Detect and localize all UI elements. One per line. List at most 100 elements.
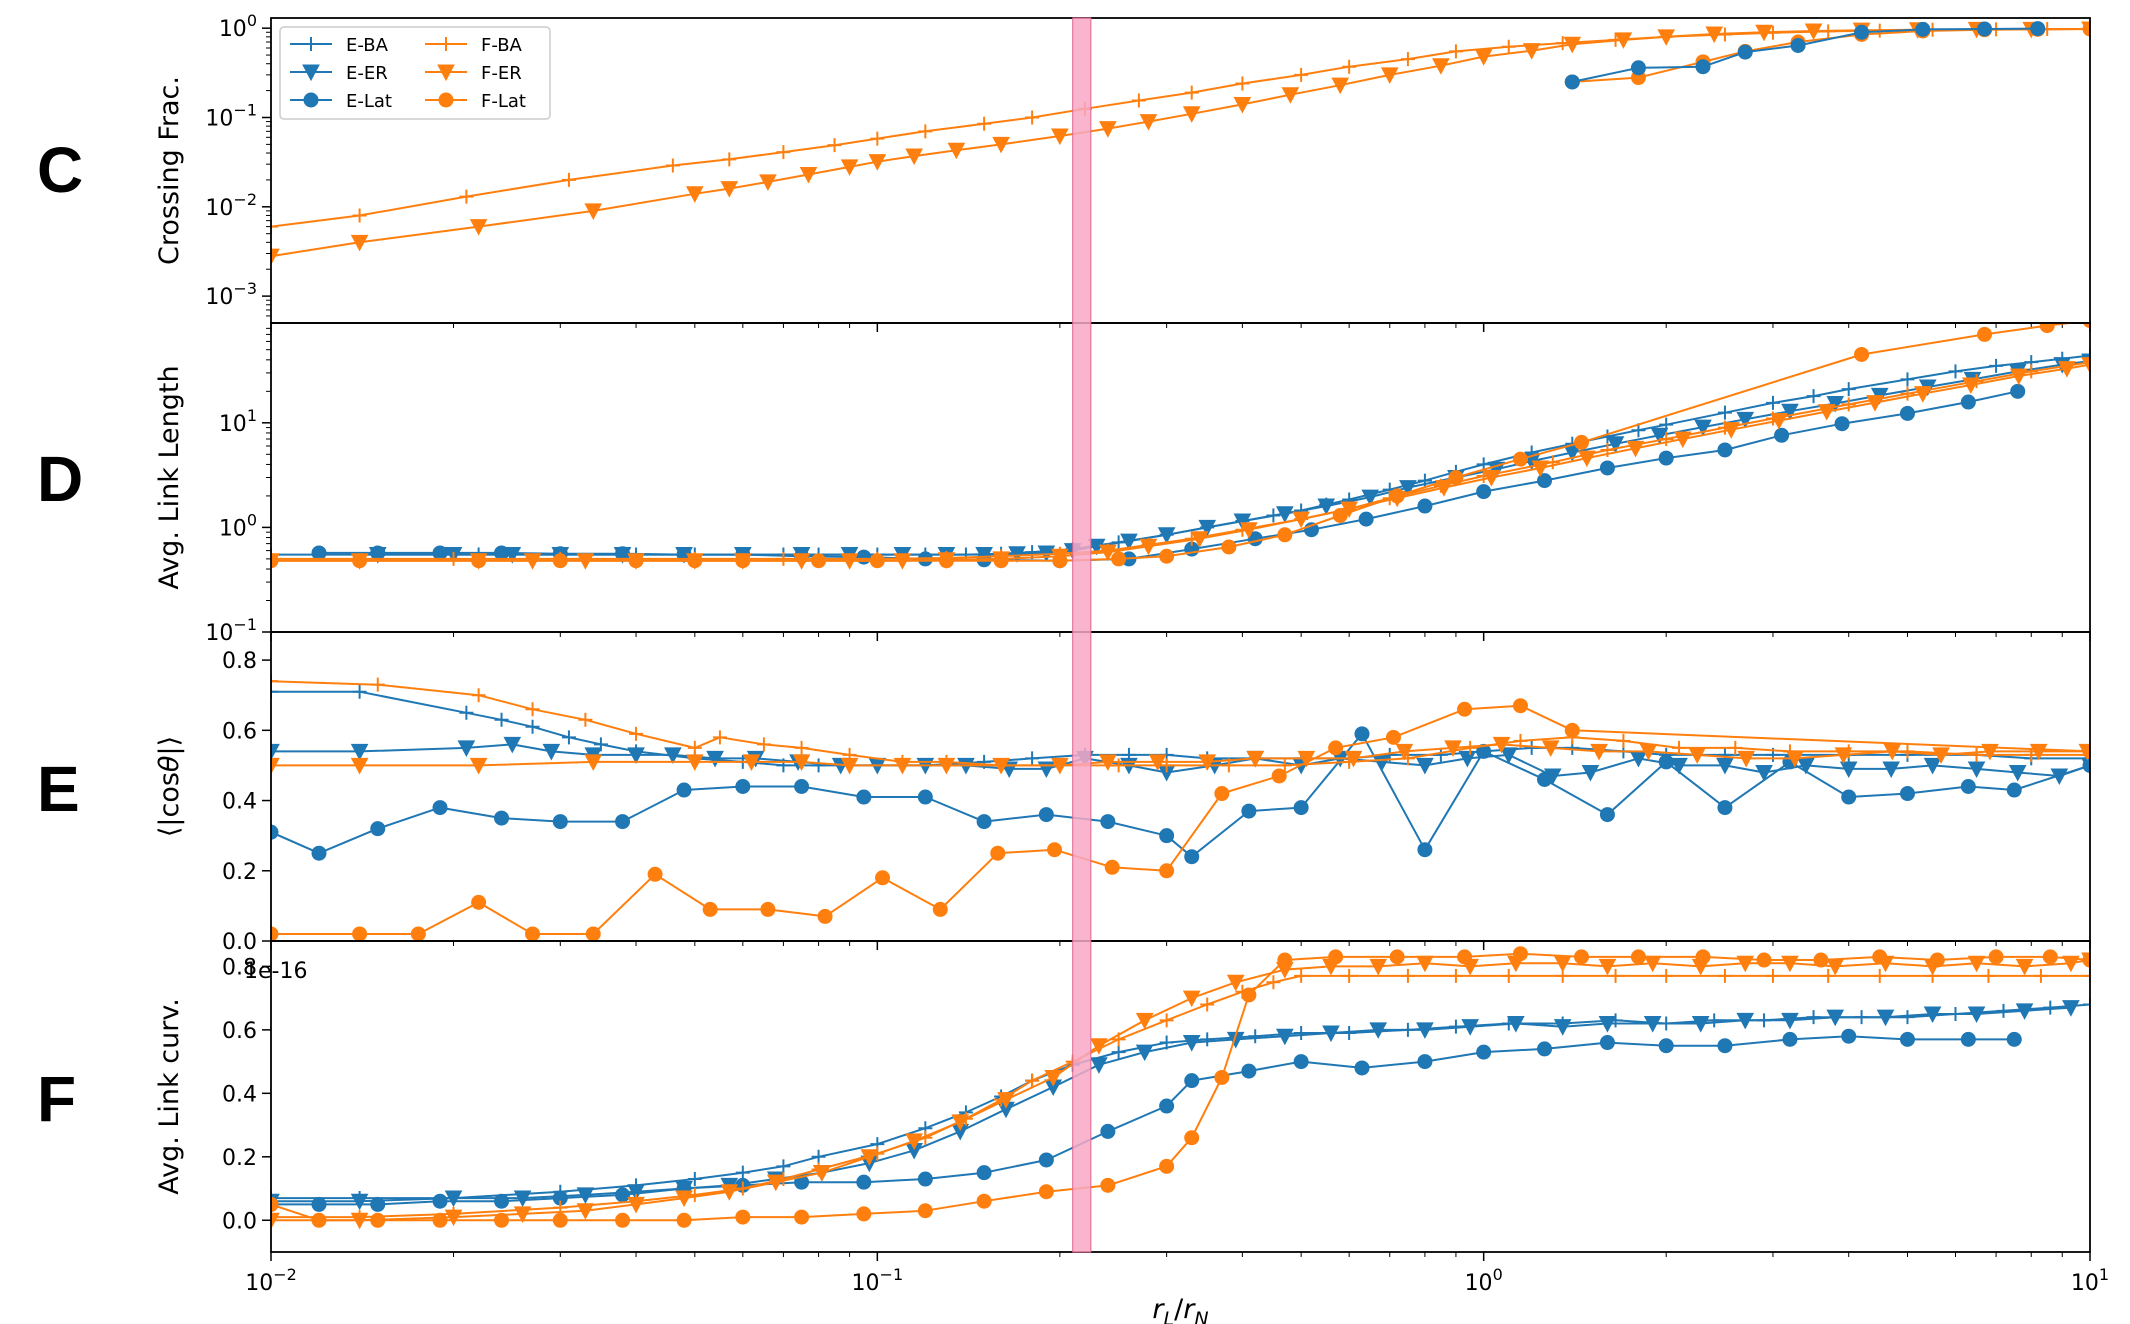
data-point-f-lat (1159, 863, 1175, 879)
data-point-f-ba (1277, 758, 1292, 773)
data-point-e-ba (561, 730, 576, 745)
data-point-e-lat (976, 1165, 992, 1181)
data-point-f-er (1099, 544, 1117, 562)
data-point-f-lat (352, 926, 368, 941)
data-point-f-er (766, 1174, 785, 1192)
data-point-e-lat (1960, 1031, 1976, 1047)
y-axis-label: Crossing Frac. (154, 76, 185, 265)
data-point-f-lat (1159, 548, 1175, 564)
data-point-f-er (1135, 1012, 1154, 1030)
data-point-e-ba (811, 758, 826, 773)
data-point-e-lat (1476, 484, 1492, 500)
data-point-f-er (1673, 431, 1692, 449)
data-point-f-er (1961, 377, 1980, 395)
data-point-f-er (1331, 77, 1350, 95)
data-point-e-ba (687, 1172, 702, 1187)
data-point-f-ba (827, 138, 842, 153)
data-point-f-er (759, 174, 777, 191)
data-point-f-er (469, 757, 488, 775)
data-point-f-er (1139, 538, 1158, 556)
panel-c: 100 10−1 10−2 10−3 Crossing Frac. (154, 11, 2091, 332)
data-point-f-lat (585, 926, 601, 941)
data-point-f-er (992, 757, 1010, 775)
data-point-f-ba (1235, 76, 1250, 91)
data-point-f-ba (1659, 968, 1674, 983)
y-tick-label: 0.4 (222, 790, 257, 815)
data-point-e-ba (1806, 1010, 1821, 1025)
data-point-e-er (1882, 761, 1901, 779)
data-point-e-er (1967, 1006, 1986, 1024)
data-point-f-ba (1025, 1073, 1040, 1088)
y-tick-label: 0.0 (222, 930, 257, 955)
data-point-e-er (1507, 1016, 1525, 1033)
data-point-e-ba (1248, 1029, 1263, 1044)
y-tick-label: 0.8 (222, 955, 257, 980)
data-point-e-er (1322, 1025, 1340, 1043)
data-point-f-er (1967, 955, 1986, 973)
data-point-f-lat (1214, 786, 1230, 802)
data-point-f-lat (938, 553, 954, 569)
data-point-e-lat (494, 810, 510, 826)
data-point-f-ba (629, 726, 644, 741)
data-point-f-ba (1728, 740, 1743, 755)
data-point-f-er (1482, 470, 1501, 487)
data-point-f-lat (811, 553, 827, 569)
data-point-f-er (1578, 450, 1596, 468)
data-point-e-er (542, 743, 561, 761)
data-point-f-lat (993, 553, 1009, 569)
data-point-f-er (1598, 958, 1617, 976)
data-point-e-lat (2010, 383, 2026, 399)
data-point-e-lat (1241, 1063, 1257, 1079)
data-point-e-lat (1537, 771, 1553, 787)
data-point-f-lat (1100, 1177, 1116, 1193)
data-point-e-lat (1564, 74, 1580, 90)
data-point-f-er (1817, 404, 1836, 421)
data-point-e-er (1487, 461, 1506, 479)
data-point-e-lat (1834, 416, 1850, 432)
data-point-e-er (457, 740, 476, 757)
data-point-e-lat (1658, 1038, 1674, 1054)
data-point-f-er (860, 1149, 879, 1166)
series-line-f-er (271, 959, 2090, 1222)
data-point-e-er (1581, 764, 1600, 782)
data-point-e-er (1826, 1009, 1845, 1027)
data-point-e-lat (1293, 1054, 1309, 1070)
data-point-e-ba (525, 719, 540, 734)
data-point-f-er (1340, 501, 1358, 519)
data-point-f-ba (352, 208, 367, 223)
data-point-f-lat (1988, 949, 2004, 965)
y-axis-label: Avg. Link curv. (154, 998, 185, 1195)
data-point-f-lat (1277, 952, 1293, 968)
data-point-f-er (1139, 114, 1158, 131)
data-point-e-lat (1537, 1041, 1553, 1057)
data-point-e-lat (856, 549, 872, 565)
data-point-f-lat (976, 1193, 992, 1209)
series-line-e-er (377, 360, 2090, 556)
data-point-f-er (1444, 740, 1462, 757)
legend-label: F-Lat (481, 91, 526, 112)
series-line-e-ba (271, 690, 2090, 767)
data-point-f-lat (2082, 952, 2090, 968)
data-point-f-ba (665, 158, 680, 173)
data-point-e-ba (1433, 747, 1448, 762)
data-point-e-ba (1806, 389, 1821, 404)
data-point-f-lat (676, 1212, 692, 1228)
data-point-e-lat (1184, 1073, 1200, 1089)
data-point-e-lat (1184, 849, 1200, 865)
data-point-f-er (997, 1092, 1015, 1109)
panel-letter-c: C (37, 134, 84, 206)
y-tick-label: 101 (219, 406, 257, 437)
data-point-e-lat (1737, 44, 1753, 60)
data-point-f-lat (1813, 952, 1829, 968)
y-tick-label: 10−3 (205, 279, 257, 310)
data-point-f-er (868, 154, 887, 171)
legend-marker (302, 64, 320, 82)
data-point-e-er (1694, 419, 1712, 437)
data-point-f-lat (2039, 323, 2055, 334)
data-point-e-lat (1915, 21, 1931, 37)
data-point-f-er (350, 234, 369, 252)
data-point-f-ba (1400, 52, 1415, 67)
data-point-f-lat (932, 901, 948, 917)
data-point-f-lat (1756, 952, 1772, 968)
data-point-f-lat (2082, 323, 2090, 329)
